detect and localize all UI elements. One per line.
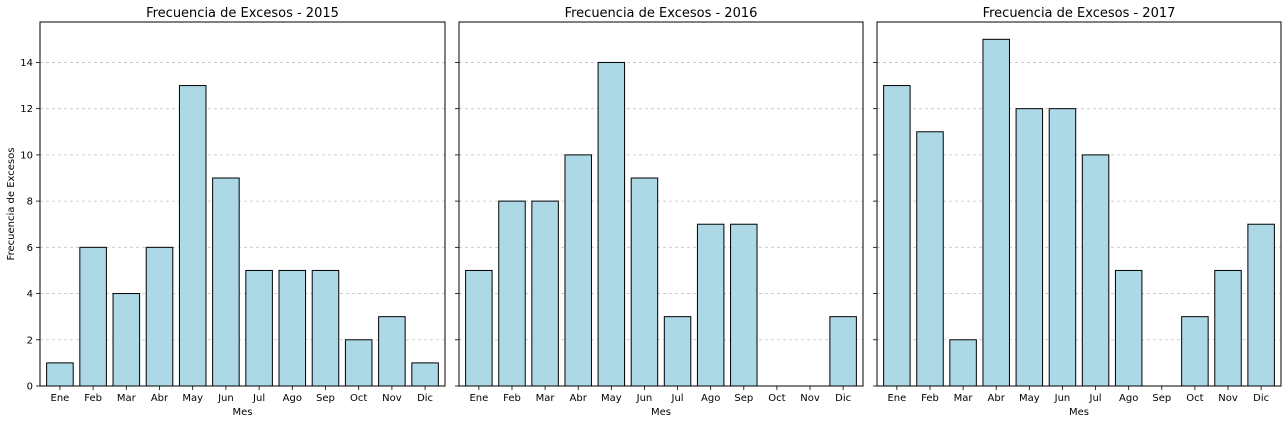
x-tick-label: May: [1019, 393, 1040, 404]
chart-title: Frecuencia de Excesos - 2017: [983, 6, 1176, 21]
x-tick-label: Dic: [1253, 393, 1269, 404]
subplot-2: Ene Feb Mar Abr May Jun Jul Ago Sep Oct Nov Dic Frec…: [455, 6, 864, 418]
y-tick-label: 10: [20, 150, 33, 161]
bar-ago: [696, 223, 725, 387]
bar-feb: [916, 131, 944, 387]
y-tick-label: 8: [27, 197, 33, 208]
x-tick-label: Dic: [417, 393, 433, 404]
bar-may: [1015, 108, 1044, 387]
bar-jul: [245, 269, 273, 387]
y-axis-label: Frecuencia de Excesos: [6, 148, 17, 261]
x-axis-label: Mes: [1069, 407, 1089, 418]
x-tick-label: Abr: [570, 393, 588, 404]
y-tick-label: 12: [20, 104, 33, 115]
x-tick-label: Oct: [768, 393, 785, 404]
x-tick-label: Jul: [671, 393, 684, 404]
bar-ene: [883, 85, 911, 387]
x-tick-label: Jun: [217, 393, 234, 404]
x-tick-label: Jul: [1089, 393, 1102, 404]
x-tick-label: Nov: [382, 393, 402, 404]
bar-ene: [46, 362, 74, 387]
x-tick-label: Mar: [117, 393, 137, 404]
x-tick-label: Oct: [1186, 393, 1203, 404]
bar-jun: [630, 177, 659, 387]
y-tick-label: 4: [27, 289, 33, 300]
axes-frame: [876, 21, 1282, 387]
x-tick-label: Ago: [283, 393, 302, 404]
y-tick-label: 0: [27, 382, 33, 393]
x-tick-label: Abr: [151, 393, 169, 404]
bar-feb: [79, 246, 107, 387]
x-tick-label: Jun: [1054, 393, 1071, 404]
bar-jun: [1048, 108, 1077, 387]
x-tick-label: Feb: [921, 393, 939, 404]
bar-dic: [411, 362, 439, 387]
x-tick-label: May: [601, 393, 622, 404]
bar-abr: [982, 38, 1010, 387]
bar-ago: [278, 269, 307, 387]
bar-nov: [1214, 269, 1242, 387]
x-tick-label: Feb: [84, 393, 102, 404]
bar-oct: [344, 339, 373, 387]
x-tick-label: Ene: [51, 393, 70, 404]
x-tick-label: Dic: [835, 393, 851, 404]
x-tick-label: Mar: [536, 393, 556, 404]
x-tick-label: Jun: [636, 393, 653, 404]
x-tick-label: Ago: [1119, 393, 1138, 404]
bar-sep: [311, 269, 340, 387]
x-tick-label: May: [182, 393, 203, 404]
x-tick-label: Abr: [988, 393, 1006, 404]
y-tick-label: 14: [20, 58, 33, 69]
axes-frame: [39, 21, 446, 387]
bar-dic: [1247, 223, 1275, 387]
y-tick-label: 6: [27, 243, 33, 254]
x-tick-label: Nov: [800, 393, 820, 404]
chart-title: Frecuencia de Excesos - 2016: [565, 6, 758, 21]
axes-frame: [458, 21, 864, 387]
x-tick-label: Sep: [316, 393, 335, 404]
bar-mar: [531, 200, 559, 387]
x-tick-label: Oct: [350, 393, 367, 404]
x-tick-label: Feb: [503, 393, 521, 404]
x-tick-label: Ago: [701, 393, 720, 404]
x-axis-label: Mes: [651, 407, 671, 418]
bar-mar: [949, 339, 977, 387]
bar-jun: [212, 177, 240, 387]
subplot-1: Ene Feb Mar Abr May Jun Jul Ago Sep Oct Nov Dic 0 2 4 6…: [6, 6, 446, 418]
bar-dic: [829, 316, 857, 387]
x-axis-label: Mes: [233, 407, 253, 418]
x-tick-label: Ene: [887, 393, 906, 404]
bar-may: [178, 85, 207, 387]
x-tick-label: Sep: [1152, 393, 1171, 404]
x-tick-label: Ene: [469, 393, 488, 404]
bar-jul: [663, 316, 692, 387]
bar-abr: [145, 246, 174, 387]
bar-nov: [378, 316, 406, 387]
bar-abr: [564, 154, 592, 387]
x-tick-label: Nov: [1218, 393, 1238, 404]
bar-oct: [1181, 316, 1209, 387]
bar-jul: [1081, 154, 1110, 387]
subplot-3: Ene Feb Mar Abr May Jun Jul Ago Sep Oct Nov Dic Frec…: [873, 6, 1282, 418]
x-tick-label: Sep: [734, 393, 753, 404]
bar-sep: [730, 223, 758, 387]
bar-ene: [465, 269, 493, 387]
chart-title: Frecuencia de Excesos - 2015: [146, 6, 339, 21]
bar-ago: [1114, 269, 1143, 387]
bar-feb: [498, 200, 526, 387]
x-tick-label: Jul: [252, 393, 265, 404]
bar-mar: [112, 293, 141, 387]
y-tick-label: 2: [27, 335, 33, 346]
x-tick-label: Mar: [954, 393, 974, 404]
bar-may: [597, 61, 626, 387]
